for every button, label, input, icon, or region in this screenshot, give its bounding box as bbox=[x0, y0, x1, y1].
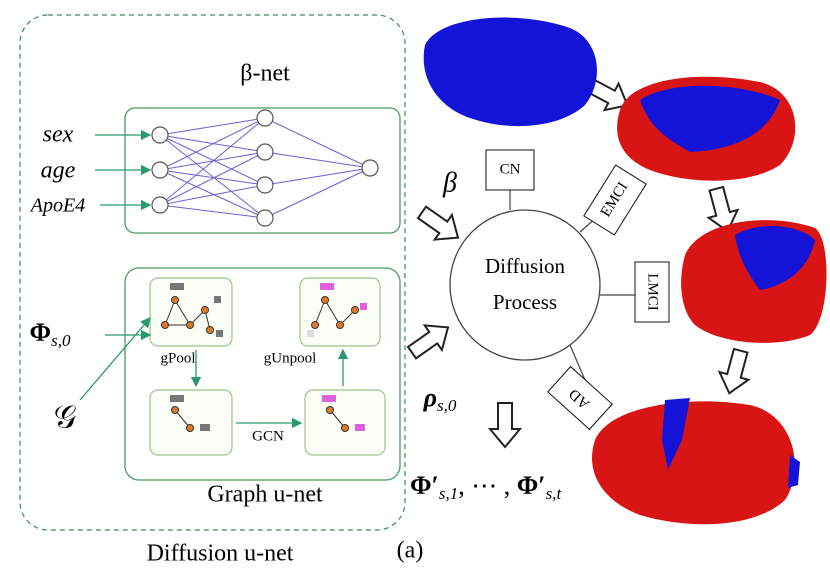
gcn-label: GCN bbox=[252, 428, 284, 444]
graph-symbol: 𝒢 bbox=[54, 398, 77, 434]
rho-symbol: ρs,0 bbox=[423, 383, 457, 415]
neuron bbox=[257, 144, 273, 160]
beta-net-title: β-net bbox=[240, 61, 290, 87]
graph-unet-title: Graph u-net bbox=[207, 482, 323, 508]
output-label: Φ′s,1, ⋯ , Φ′s,t bbox=[410, 471, 562, 503]
stage-label: CN bbox=[500, 161, 521, 177]
edge bbox=[160, 185, 265, 205]
stage-label: LMCI bbox=[645, 273, 661, 311]
diffusion-title: Process bbox=[493, 290, 557, 314]
subscript: s,0 bbox=[437, 396, 457, 415]
input-arrows bbox=[95, 135, 150, 205]
stage: EMCI bbox=[584, 165, 646, 235]
symbol: Φ′ bbox=[410, 471, 439, 500]
neuron bbox=[152, 127, 168, 143]
input-signal: Φs,0 bbox=[30, 318, 71, 350]
input-label: age bbox=[41, 158, 76, 184]
input-label: ApoE4 bbox=[29, 195, 85, 217]
diffusion-title: Diffusion bbox=[485, 254, 566, 278]
brain bbox=[681, 220, 826, 343]
brain bbox=[592, 398, 800, 524]
symbol: ρ bbox=[423, 383, 437, 412]
separator: , ⋯ , bbox=[458, 471, 517, 500]
neuron bbox=[152, 197, 168, 213]
subscript: s,1 bbox=[439, 484, 458, 503]
diffusion-unet-title: Diffusion u-net bbox=[147, 541, 294, 567]
pool-label: gPool bbox=[160, 350, 195, 366]
brain bbox=[424, 18, 597, 127]
edge bbox=[265, 168, 370, 185]
input-label: sex bbox=[43, 122, 74, 148]
subscript: s,0 bbox=[51, 331, 71, 350]
edge bbox=[160, 205, 265, 218]
subscript: s,t bbox=[546, 484, 563, 503]
edge bbox=[160, 135, 265, 218]
neuron bbox=[362, 160, 378, 176]
symbol: Φ′ bbox=[517, 471, 546, 500]
neuron bbox=[257, 177, 273, 193]
stage: LMCI bbox=[635, 262, 669, 322]
stage: AD bbox=[548, 367, 612, 430]
panel-label: (a) bbox=[397, 538, 424, 564]
stage: CN bbox=[486, 150, 534, 190]
diffusion-circle bbox=[450, 210, 600, 360]
edge bbox=[160, 118, 265, 205]
symbol: Φ bbox=[30, 318, 52, 347]
brain bbox=[617, 77, 795, 181]
network bbox=[152, 110, 378, 226]
edge bbox=[160, 118, 265, 135]
unpool-label: gUnpool bbox=[264, 350, 317, 366]
neuron bbox=[257, 110, 273, 126]
beta-symbol: β bbox=[442, 167, 457, 198]
edge bbox=[265, 168, 370, 218]
figure: β-net sex age ApoE4 gPool gUnpool G bbox=[0, 0, 830, 572]
neuron bbox=[257, 210, 273, 226]
neuron bbox=[152, 162, 168, 178]
edge bbox=[160, 118, 265, 170]
